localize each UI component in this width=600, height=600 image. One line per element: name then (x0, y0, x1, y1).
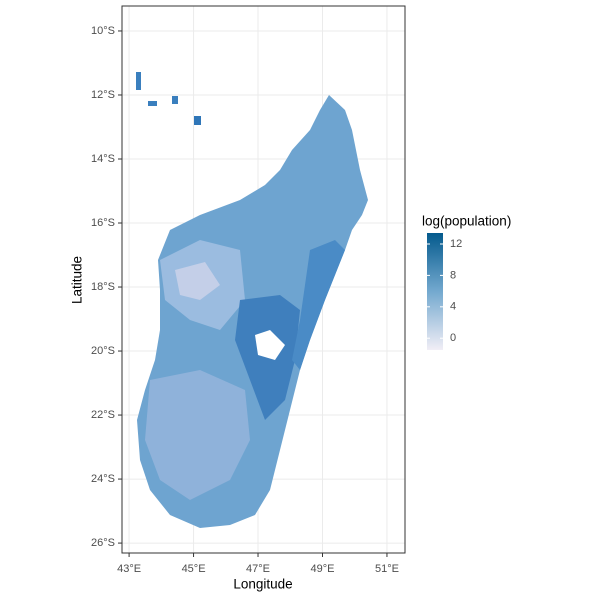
y-tick-label: 16°S (91, 217, 115, 229)
x-axis-label: Longitude (233, 577, 292, 592)
legend-tick-label: 12 (450, 238, 462, 250)
x-tick-label: 43°E (117, 563, 141, 575)
island (172, 96, 178, 104)
colorbar (427, 233, 443, 350)
y-tick-label: 14°S (91, 153, 115, 165)
island (194, 116, 201, 125)
y-tick-label: 12°S (91, 89, 115, 101)
x-tick-label: 45°E (182, 563, 206, 575)
legend-tick-label: 8 (450, 269, 456, 281)
light-region (175, 262, 220, 300)
population-raster (136, 72, 368, 528)
island (136, 72, 141, 90)
legend-tick-label: 4 (450, 301, 456, 313)
y-tick-label: 24°S (91, 473, 115, 485)
island (148, 101, 157, 106)
x-tick-label: 49°E (310, 563, 334, 575)
gap (255, 330, 285, 360)
legend-title: log(population) (422, 214, 511, 229)
legend-tick-label: 0 (450, 332, 456, 344)
y-tick-label: 22°S (91, 409, 115, 421)
y-tick-label: 26°S (91, 537, 115, 549)
y-tick-label: 10°S (91, 25, 115, 37)
y-axis-label: Latitude (70, 256, 85, 304)
east-coast (292, 240, 345, 370)
x-tick-label: 47°E (246, 563, 270, 575)
x-tick-label: 51°E (375, 563, 399, 575)
south-region (145, 370, 250, 500)
panel-border (121, 5, 406, 554)
y-tick-label: 20°S (91, 345, 115, 357)
y-tick-label: 18°S (91, 281, 115, 293)
